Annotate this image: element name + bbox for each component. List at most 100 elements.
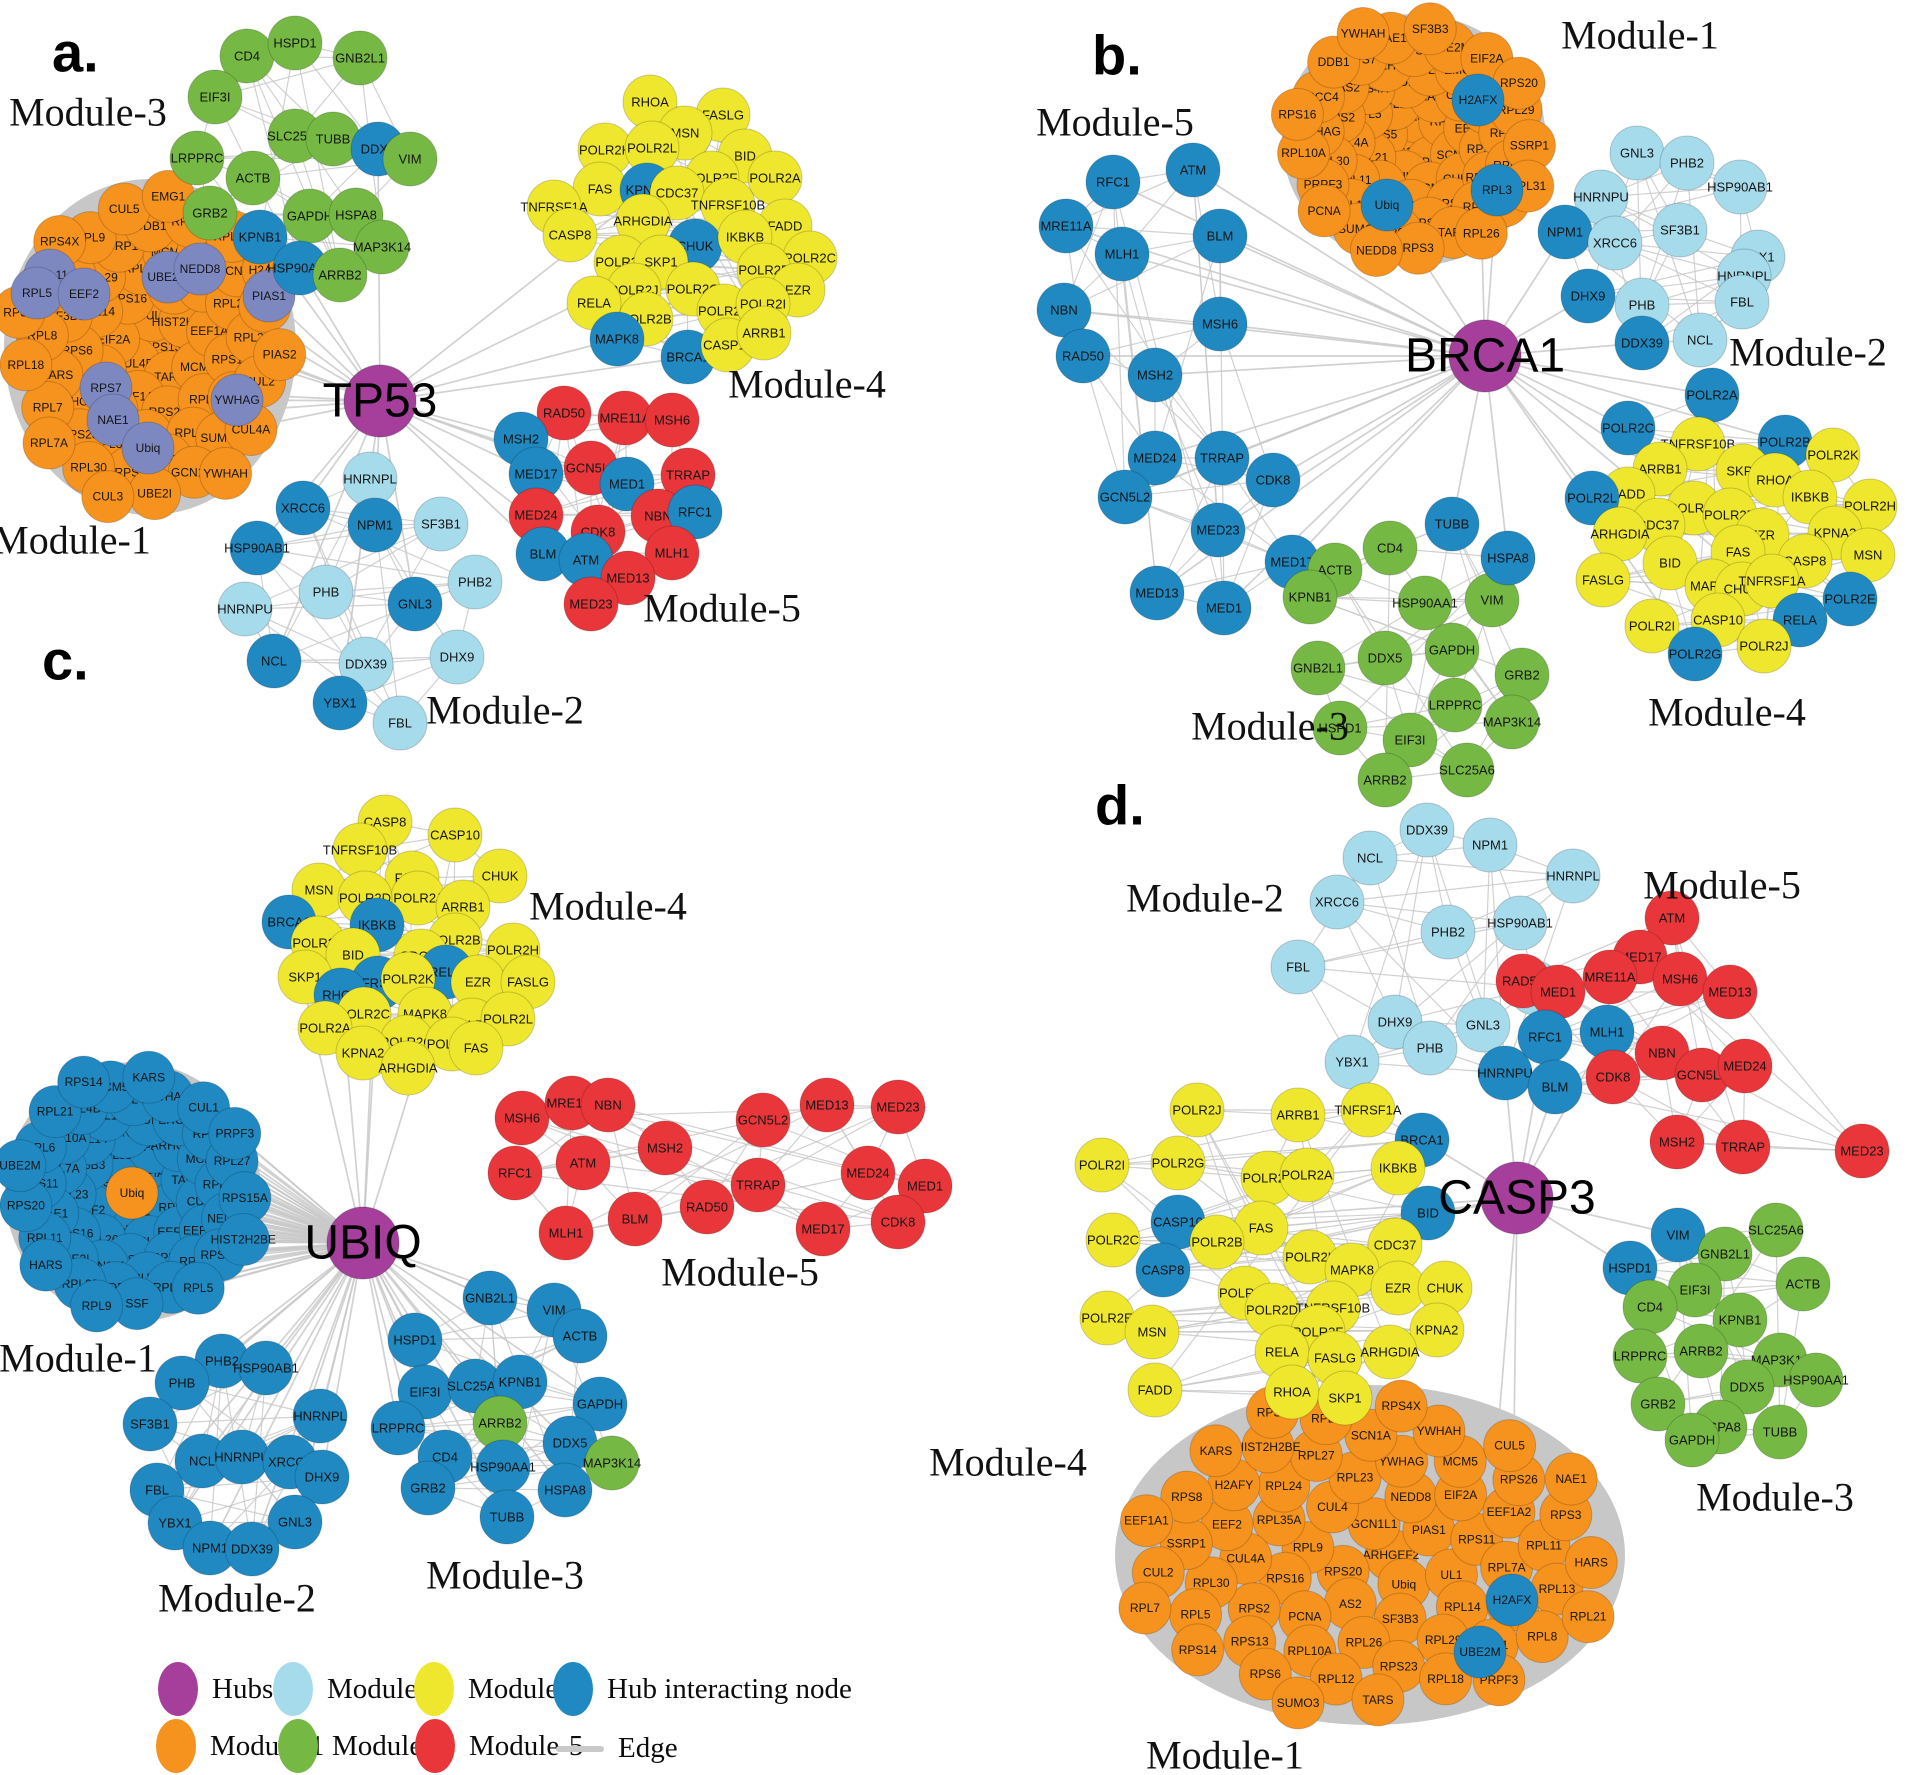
node-SF3B1[interactable] [413,496,469,552]
node-FBL[interactable] [372,695,428,751]
edge [1291,355,1486,563]
node-ARRB2[interactable] [312,247,368,303]
node-NEDD8[interactable] [173,242,227,296]
node-NAE1[interactable] [86,393,140,447]
node-label: NBN [644,509,671,524]
node-PHB[interactable] [298,564,354,620]
node-label: MED17 [514,467,557,482]
node-MSH6[interactable] [644,392,700,448]
node-EIF3I[interactable] [187,69,243,125]
node-YBX1[interactable] [312,675,368,731]
node-label: MED17 [801,1222,844,1237]
node-ARRB1[interactable] [736,305,792,361]
node-GNL3[interactable] [387,576,443,632]
node-CASP8[interactable] [542,207,598,263]
node-label: RPS11 [1458,1532,1495,1546]
node-DHX9[interactable] [429,629,485,685]
node-label: Ubiq [136,441,161,455]
edge [1409,523,1453,741]
node-label: MRE11A [1040,219,1091,234]
node-YWHAH[interactable] [199,446,253,500]
node-label: RPS4X [40,235,79,249]
node-ACTB[interactable] [225,150,281,206]
edge [1219,323,1274,481]
node-GNB2L1[interactable] [332,30,388,86]
node-RPS16[interactable] [1270,87,1324,141]
node-VIM[interactable] [382,131,438,187]
node-label: SF3B3 [1382,1612,1419,1626]
node-CUL3[interactable] [81,470,135,524]
node-NCL[interactable] [246,633,302,689]
node-label: RFC1 [1096,175,1130,190]
legend-item-edge: Edge [556,1732,678,1765]
node-label: NCL [1687,333,1713,348]
node-RPL18[interactable] [0,338,53,392]
node-label: RPL11 [1526,1538,1562,1552]
node-SF3B3[interactable] [1403,2,1457,56]
node-label: KARS [132,1070,165,1084]
node-H2AFX[interactable] [1451,73,1505,127]
node-label: RPL23 [1337,1471,1374,1485]
node-label: GAPDH [287,209,333,224]
node-XRCC6[interactable] [275,480,331,536]
node-NPM1[interactable] [347,497,403,553]
node-HSPD1[interactable] [267,15,323,71]
node-GRB2[interactable] [182,185,238,241]
node-label: MAPK8 [1330,1263,1374,1278]
node-MAPK8[interactable] [589,311,645,367]
node-DDX39[interactable] [338,636,394,692]
node-label: GNB2L1 [335,51,385,66]
node-label: NPM1 [1472,838,1508,853]
node-RAD50[interactable] [536,385,592,441]
node-label: DHX9 [1378,1015,1413,1030]
node-LRPPRC[interactable] [169,130,225,186]
node-PIAS2[interactable] [253,328,307,382]
node-RPL7A[interactable] [22,416,76,470]
node-EEF2[interactable] [57,267,111,321]
node-label: POLR2A [1281,1168,1333,1183]
node-YWHAG[interactable] [210,373,264,427]
node-label: HNRNPU [1573,190,1629,205]
node-label: TRRAP [736,1178,780,1193]
node-label: CUL2 [1143,1566,1174,1580]
hub-node-TP53[interactable] [343,364,417,438]
node-label: RPL21 [1570,1610,1607,1624]
node-label: FBL [1286,960,1310,975]
module-label-module-1: Module-1 [0,518,151,563]
node-PCNA[interactable] [1297,184,1351,238]
node-label: FBL [145,1483,169,1498]
node-label: HSPA8 [1487,551,1529,566]
node-label: TUBB [316,132,351,147]
node-HNRNPU[interactable] [217,581,273,637]
node-MED23[interactable] [563,576,619,632]
node-HSP90AB1[interactable] [229,520,285,576]
node-label: EIF3I [409,1385,440,1400]
node-label: MSN [1138,1325,1167,1340]
node-label: MSH6 [654,413,690,428]
edge [1309,596,1523,676]
node-label: SSRP1 [1167,1537,1207,1551]
node-label: POLR2D [1246,1303,1298,1318]
edge [244,523,442,610]
node-label: POLR2J [1739,639,1788,654]
node-label: HNRNPU [1477,1066,1533,1081]
node-YWHAH[interactable] [1336,7,1390,61]
node-label: MED13 [1135,586,1178,601]
node-label: MED1 [1540,985,1576,1000]
node-label: ARRB2 [1363,773,1406,788]
node-MAP3K14[interactable] [354,219,410,275]
node-label: MLH1 [1105,247,1140,262]
node-KPNB1[interactable] [232,209,288,265]
hub-swatch-icon [158,1662,198,1716]
node-label: RAD50 [1062,349,1104,364]
node-label: VIM [1666,1228,1689,1243]
node-label: RPL13 [1539,1582,1576,1596]
edge [1192,169,1486,357]
node-Ubiq[interactable] [121,421,175,475]
node-MLH1[interactable] [644,525,700,581]
node-label: POLR2B [1759,435,1810,450]
node-label: FAS [1726,545,1751,560]
node-PHB2[interactable] [447,554,503,610]
node-label: POLR2A [1686,388,1738,403]
node-label: PIAS1 [1412,1523,1446,1537]
